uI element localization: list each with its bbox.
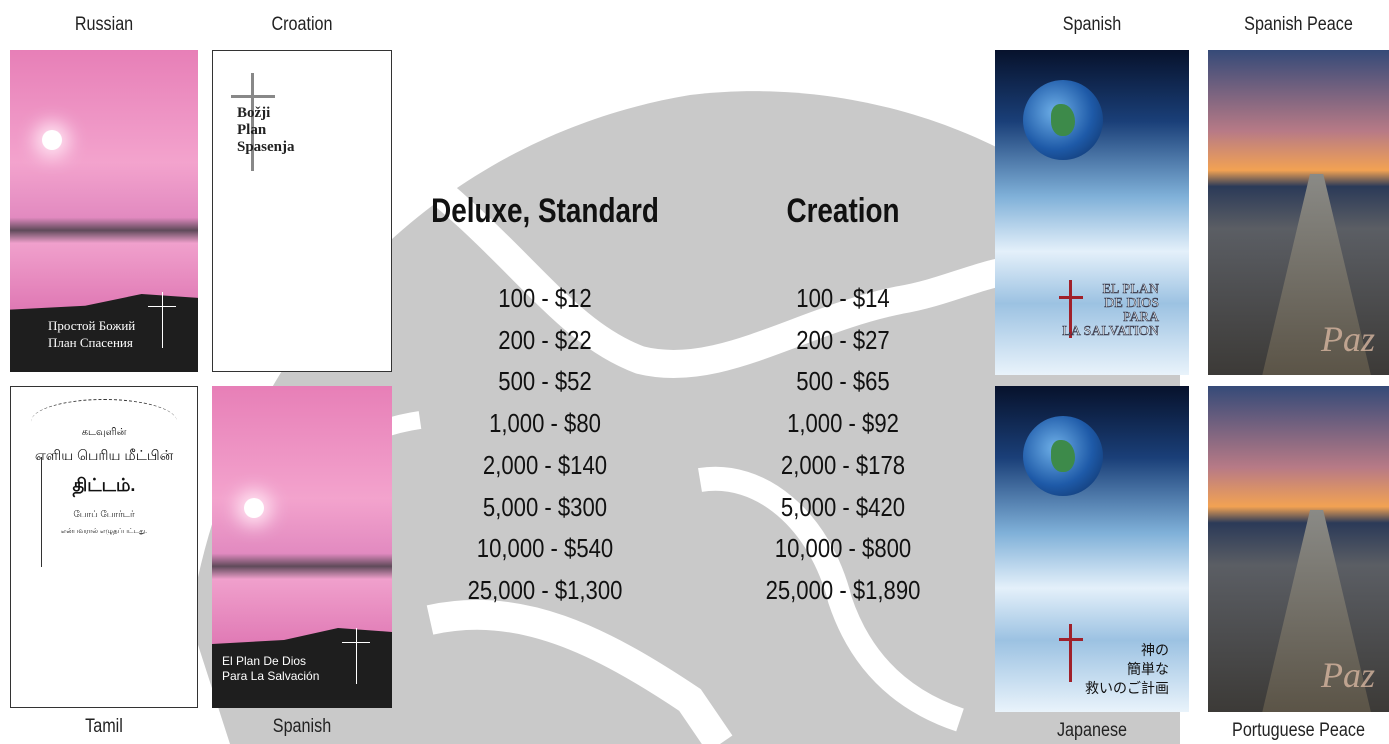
cover: Paz	[1208, 50, 1389, 375]
price-row: 100 - $14	[716, 283, 971, 314]
cross-horizontal	[1059, 638, 1083, 641]
cover-text: Spasenja	[237, 139, 295, 156]
cover-label: Croation	[200, 14, 404, 36]
cover-label: Japanese	[984, 720, 1200, 742]
price-row: 25,000 - $1,300	[418, 575, 673, 606]
cover-text: கடவுளின்	[11, 427, 197, 439]
sun	[244, 498, 264, 518]
cover-text: Paz	[1321, 318, 1375, 360]
price-row: 2,000 - $178	[716, 450, 971, 481]
cover-label: Russian	[0, 14, 209, 36]
price-heading: Creation	[704, 192, 983, 231]
cover-text: 神の	[1141, 640, 1169, 660]
cover-label: Spanish	[984, 14, 1200, 36]
price-row: 1,000 - $92	[716, 408, 971, 439]
cover-text: Božji	[237, 105, 270, 122]
cover-label: Spanish	[200, 716, 404, 738]
cover-label: Portuguese Peace	[1196, 720, 1389, 742]
price-row: 500 - $52	[418, 366, 673, 397]
price-row: 5,000 - $300	[418, 492, 673, 523]
cover-text: திட்டம்.	[11, 475, 197, 498]
earth	[1023, 80, 1103, 160]
cover-text: எளிய பெரிய மீட்பின்	[11, 447, 197, 466]
earth	[1023, 416, 1103, 496]
price-row: 10,000 - $800	[716, 533, 971, 564]
cross-vertical	[1069, 624, 1072, 682]
price-row: 10,000 - $540	[418, 533, 673, 564]
cover-label: Tamil	[0, 716, 209, 738]
sun	[42, 130, 62, 150]
cross-horizontal	[342, 642, 370, 643]
cover: Paz	[1208, 386, 1389, 712]
price-row: 2,000 - $140	[418, 450, 673, 481]
cover-label: Spanish Peace	[1196, 14, 1389, 36]
cross-vertical	[356, 628, 357, 684]
cover-text: Plan	[237, 122, 266, 139]
ground	[212, 628, 392, 708]
cover-text: Простой Божий	[48, 318, 135, 334]
cover-text: LA SALVATION	[1062, 324, 1159, 340]
cover-text: Para La Salvación	[222, 669, 319, 683]
price-row: 1,000 - $80	[418, 408, 673, 439]
price-row: 500 - $65	[716, 366, 971, 397]
price-row: 100 - $12	[418, 283, 673, 314]
cross-vertical	[162, 292, 163, 348]
cover-text: Paz	[1321, 654, 1375, 696]
cover: 神の簡単な救いのご計画	[995, 386, 1189, 712]
cover-text: 簡単な	[1127, 659, 1169, 679]
price-row: 200 - $22	[418, 325, 673, 356]
cross-horizontal	[1059, 296, 1083, 299]
cover-text: 救いのご計画	[1085, 678, 1169, 698]
price-heading: Deluxe, Standard	[406, 192, 685, 231]
page: RussianПростой БожийПлан СпасенияCroatio…	[0, 0, 1389, 744]
cover: கடவுளின் எளிய பெரிய மீட்பின் திட்டம். போப் …	[10, 386, 198, 708]
cover-text: என்பவரால் எழுதப்பட்டது.	[11, 527, 197, 536]
cross-horizontal	[148, 306, 176, 307]
price-row: 25,000 - $1,890	[716, 575, 971, 606]
cover-text: План Спасения	[48, 335, 133, 351]
cover-text: போப் போர்டர்	[11, 509, 197, 521]
cover-text: El Plan De Dios	[222, 654, 306, 668]
cross-horizontal	[231, 95, 275, 98]
price-row: 200 - $27	[716, 325, 971, 356]
price-row: 5,000 - $420	[716, 492, 971, 523]
